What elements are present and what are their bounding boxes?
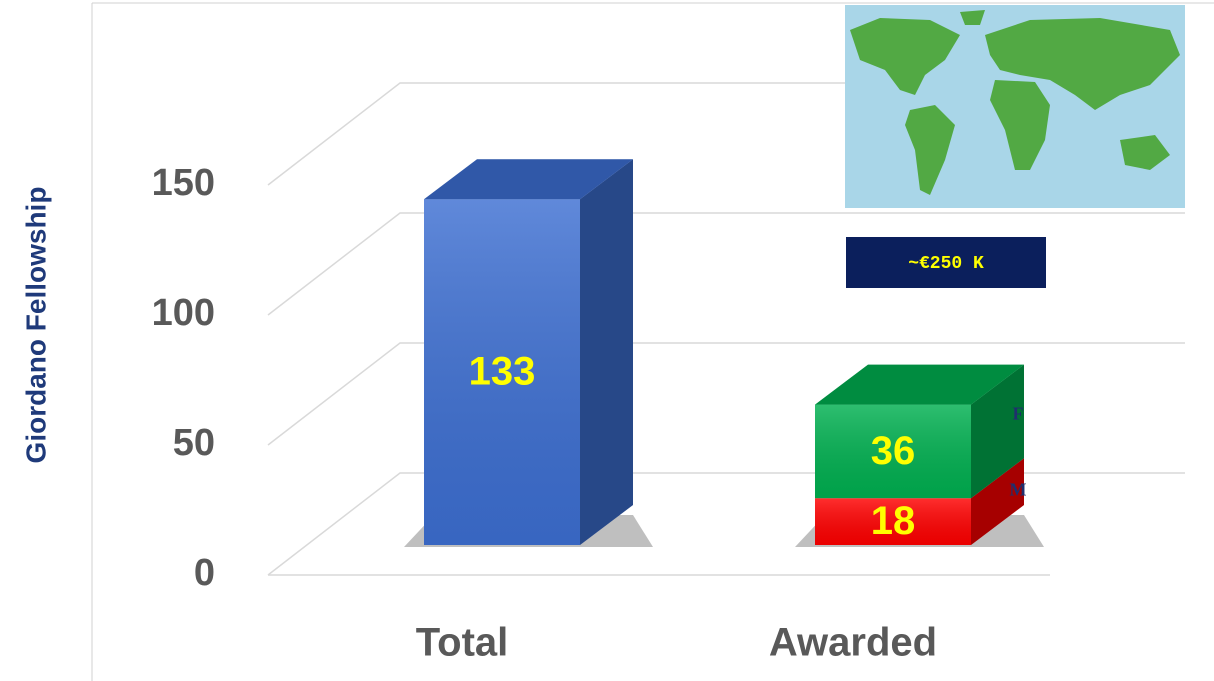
- grid-line: [267, 472, 1185, 576]
- bar-side-shade: [971, 458, 1024, 545]
- bar-side-shade: [580, 159, 633, 545]
- value-label: 18: [871, 499, 916, 543]
- annotation-box: [846, 237, 1046, 288]
- y-axis-label: Giordano Fellowship: [20, 187, 51, 464]
- grid-line: [267, 212, 1185, 316]
- series-label: M: [1010, 480, 1027, 500]
- y-tick-label: 50: [173, 422, 215, 464]
- bar-top-shade: [424, 159, 633, 200]
- bar-sheen: [424, 199, 580, 545]
- x-tick-label: Awarded: [769, 621, 937, 665]
- bar-top: [815, 364, 1024, 405]
- grid-line: [267, 342, 1185, 446]
- y-tick-label: 0: [194, 552, 215, 594]
- y-tick-label: 150: [152, 162, 215, 204]
- value-label: 36: [871, 429, 916, 473]
- bar-side: [971, 364, 1024, 499]
- x-tick-label: Total: [416, 621, 509, 665]
- series-label: F: [1013, 404, 1024, 424]
- bar-side: [580, 159, 633, 545]
- plot: 0 50 100 150 Total 133 Awarded 18 M 36 F: [152, 82, 1185, 665]
- bar-side-shade: [971, 364, 1024, 499]
- y-tick-label: 100: [152, 292, 215, 334]
- bar-top-shade: [815, 364, 1024, 405]
- bar-top: [424, 159, 633, 200]
- bar-sheen: [815, 404, 971, 499]
- annotation: ~€250 K: [908, 254, 984, 274]
- bar-side: [971, 458, 1024, 545]
- world-map: [845, 5, 1185, 208]
- bar-sheen: [815, 498, 971, 545]
- value-label: 133: [469, 350, 536, 394]
